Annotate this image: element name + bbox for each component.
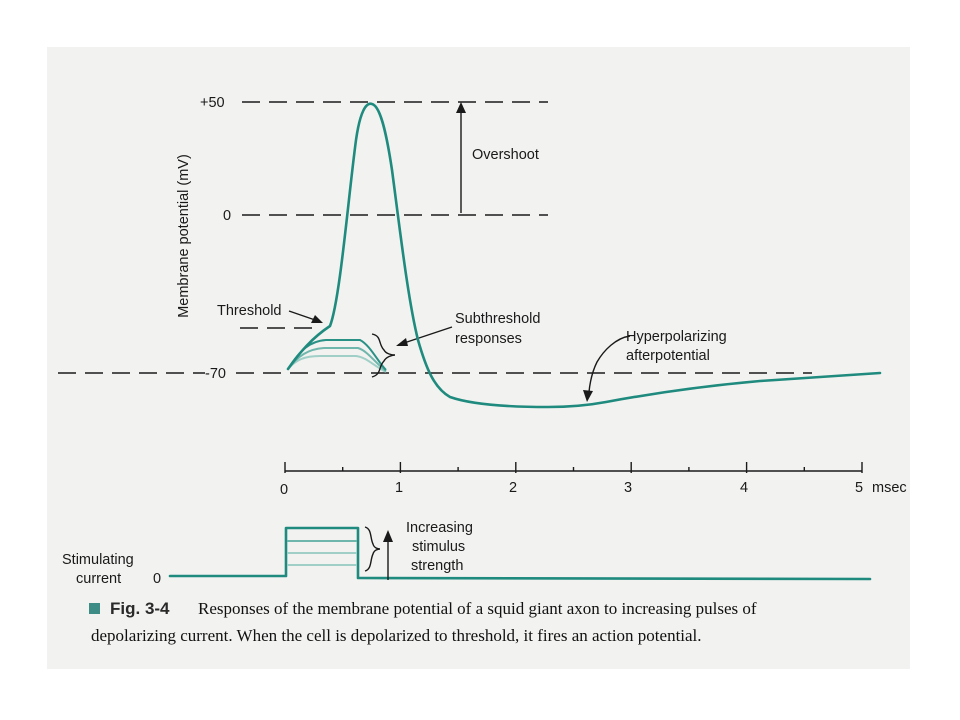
time-axis-ticks xyxy=(284,462,863,473)
hyperpolarizing-label-line1: Hyperpolarizing xyxy=(626,329,727,345)
subthreshold-response-2 xyxy=(287,347,387,372)
caption-line2: depolarizing current. When the cell is d… xyxy=(91,626,702,645)
action-potential-trace xyxy=(286,102,882,409)
threshold-label: Threshold xyxy=(217,303,281,319)
caption-line1: Responses of the membrane potential of a… xyxy=(198,599,757,618)
subthreshold-brace xyxy=(371,333,396,378)
increasing-label-line1: Increasing xyxy=(406,520,473,536)
time-tick-label-4: 4 xyxy=(740,480,748,496)
tick-zero: 0 xyxy=(223,208,231,224)
time-axis-unit: msec xyxy=(872,480,907,496)
subthreshold-response-3 xyxy=(287,355,387,373)
increasing-label-line2: stimulus xyxy=(412,539,465,555)
threshold-arrowhead xyxy=(311,315,323,323)
time-tick-label-3: 3 xyxy=(624,480,632,496)
stimulus-baseline-trace xyxy=(168,526,872,581)
time-tick-label-0: 0 xyxy=(280,482,288,498)
subthreshold-label-line2: responses xyxy=(455,331,522,347)
overshoot-arrowhead xyxy=(456,102,466,113)
stimulus-zero: 0 xyxy=(153,571,161,587)
subthreshold-label-line1: Subthreshold xyxy=(455,311,540,327)
tick-minus70: -70 xyxy=(205,366,226,382)
caption-figure-label: Fig. 3-4 xyxy=(110,599,170,618)
caption-marker-square xyxy=(89,603,100,614)
stimulus-brace xyxy=(364,526,381,572)
hyperpolarizing-pointer xyxy=(588,335,631,393)
time-tick-label-5: 5 xyxy=(855,480,863,496)
figure-panel xyxy=(47,47,910,669)
increasing-label-line3: strength xyxy=(411,558,463,574)
tick-plus50: +50 xyxy=(200,95,225,111)
overshoot-label: Overshoot xyxy=(472,147,539,163)
hyperpolarizing-arrowhead xyxy=(583,390,593,402)
increasing-arrowhead xyxy=(383,530,393,542)
hyperpolarizing-label-line2: afterpotential xyxy=(626,348,710,364)
stimulus-label-line2: current xyxy=(76,571,121,587)
time-tick-label-1: 1 xyxy=(395,480,403,496)
subthreshold-arrowhead xyxy=(396,338,408,346)
stimulus-label-line1: Stimulating xyxy=(62,552,134,568)
time-tick-label-2: 2 xyxy=(509,480,517,496)
y-axis-label: Membrane potential (mV) xyxy=(176,154,192,318)
